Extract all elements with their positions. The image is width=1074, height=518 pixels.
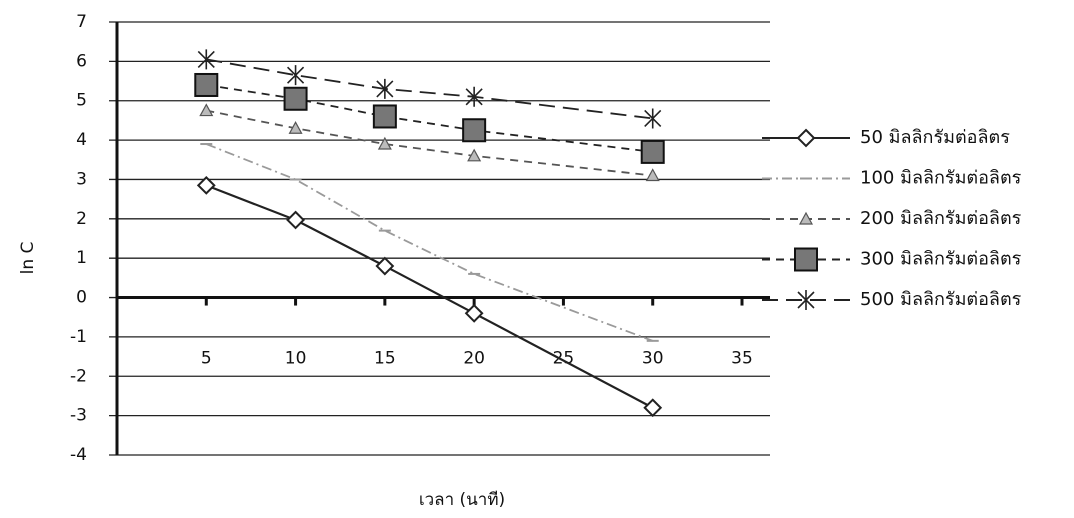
y-tick-label: 2	[76, 209, 87, 229]
legend-label: 100 มิลลิกรัมต่อลิตร	[860, 168, 1022, 189]
data-point	[194, 72, 219, 97]
legend-marker	[797, 290, 815, 310]
data-point	[462, 118, 487, 143]
data-point	[467, 148, 482, 162]
x-tick-label: 35	[731, 349, 753, 369]
legend-label: 500 มิลลิกรัมต่อลิตร	[860, 289, 1022, 310]
data-point	[288, 121, 303, 134]
y-tick-label: 7	[76, 12, 87, 32]
y-tick-label: -2	[70, 366, 87, 386]
y-tick-label: -1	[70, 327, 87, 347]
y-axis-label: ln C	[18, 242, 38, 275]
legend-label: 200 มิลลิกรัมต่อลิตร	[860, 208, 1022, 229]
data-point	[644, 108, 662, 129]
x-tick-label: 30	[642, 349, 664, 369]
series-line	[206, 58, 653, 120]
y-tick-label: -4	[70, 445, 87, 465]
y-tick-label: 1	[76, 248, 87, 268]
x-tick-label: 15	[374, 349, 396, 369]
legend-marker	[798, 211, 814, 225]
y-tick-label: 4	[76, 130, 87, 150]
data-point	[376, 78, 394, 99]
data-point	[643, 398, 663, 418]
data-point	[372, 104, 397, 129]
data-point	[640, 139, 665, 164]
series-line	[206, 109, 653, 177]
x-tick-label: 20	[463, 349, 485, 369]
data-point	[283, 86, 308, 111]
x-tick-label: 5	[201, 349, 212, 369]
data-point	[196, 175, 216, 195]
data-point	[464, 303, 484, 323]
legend-marker	[796, 128, 816, 148]
legend-marker	[794, 247, 818, 272]
data-point	[199, 103, 214, 117]
y-tick-label: 6	[76, 51, 87, 71]
y-tick-label: 5	[76, 91, 87, 111]
series-line	[206, 84, 653, 153]
data-point	[377, 136, 392, 150]
series-line	[205, 143, 654, 342]
data-point	[375, 256, 395, 276]
y-tick-label: -3	[70, 406, 87, 426]
data-point	[645, 168, 660, 182]
x-tick-label: 10	[285, 349, 307, 369]
x-axis-label: เวลา (นาที)	[419, 490, 505, 510]
y-tick-label: 0	[76, 288, 87, 308]
data-point	[287, 65, 305, 86]
data-point	[197, 49, 215, 70]
y-tick-label: 3	[76, 169, 87, 189]
data-point	[465, 86, 483, 107]
data-point	[286, 210, 305, 230]
legend-label: 50 มิลลิกรัมต่อลิตร	[860, 127, 1010, 148]
legend-label: 300 มิลลิกรัมต่อลิตร	[860, 249, 1022, 270]
